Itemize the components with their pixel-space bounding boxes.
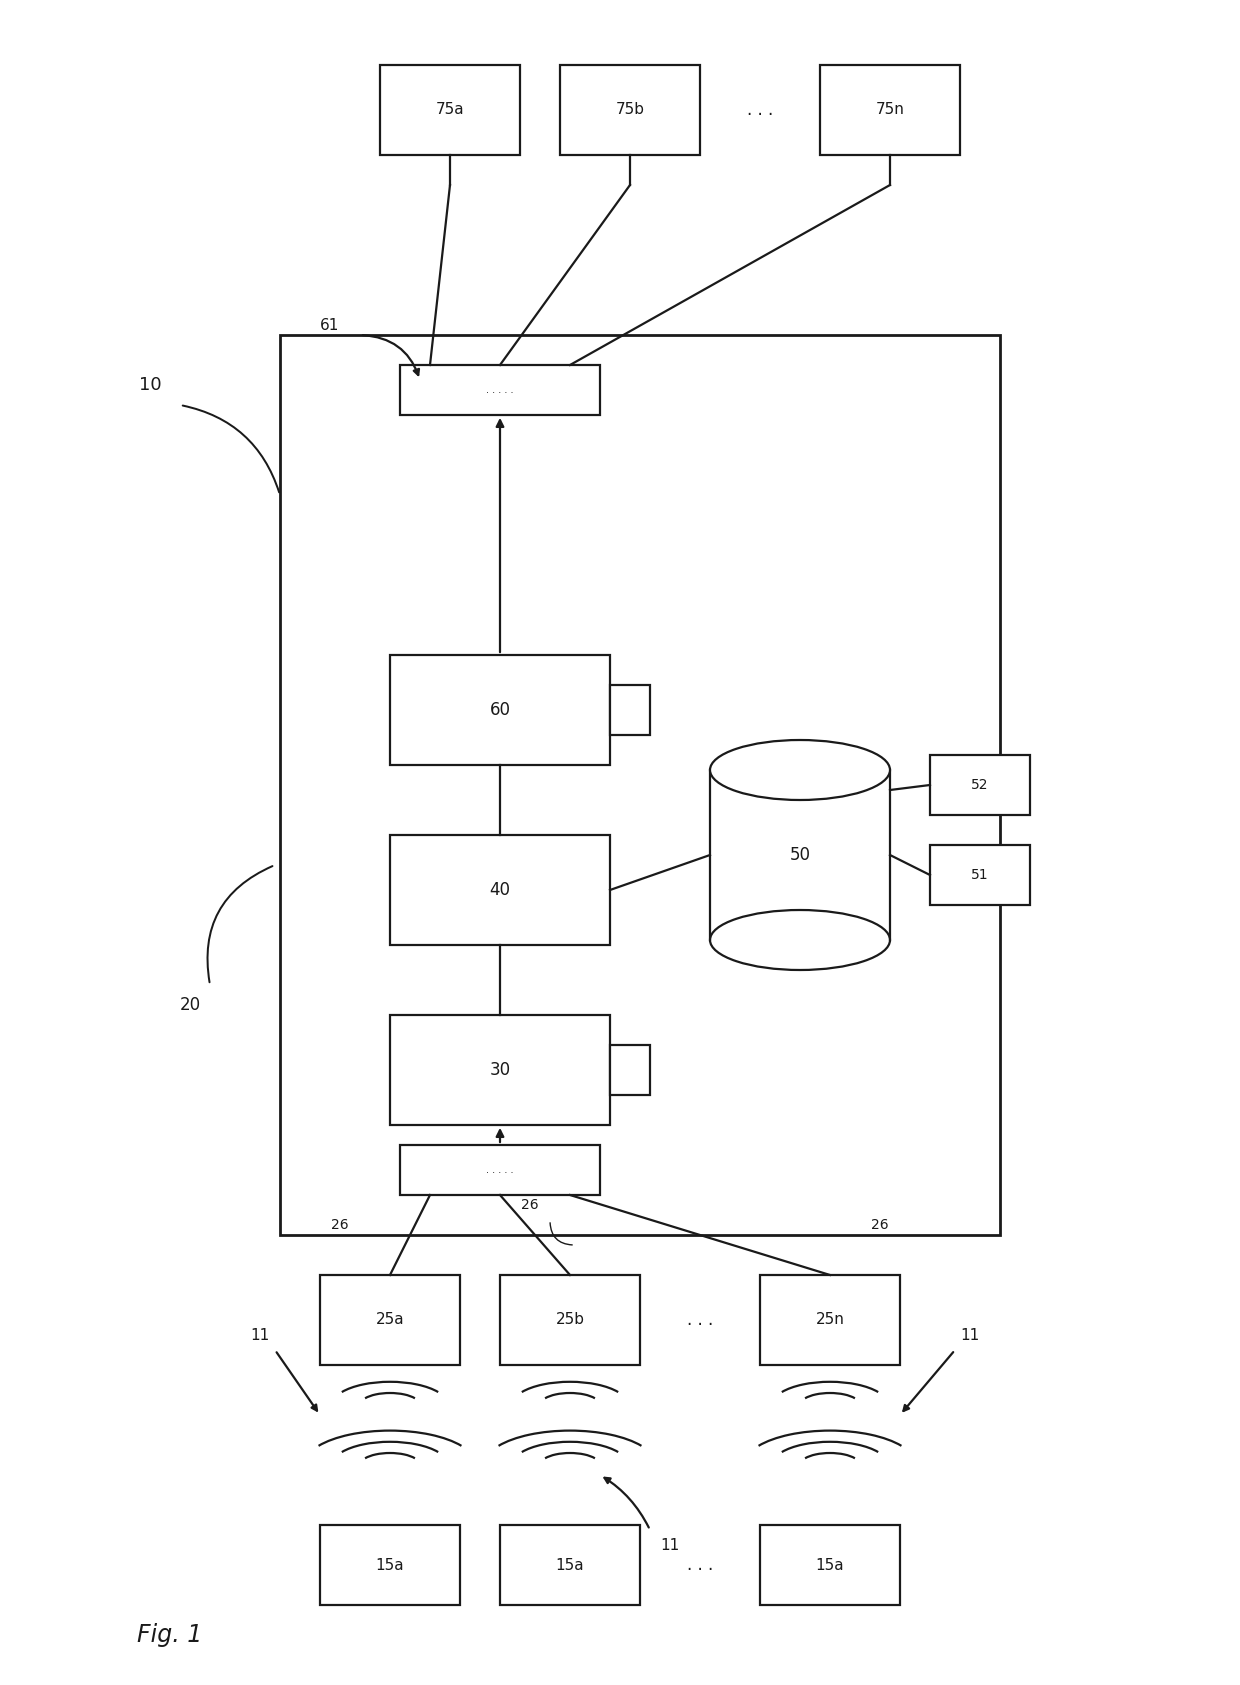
Bar <box>500 1525 640 1606</box>
Bar <box>320 1525 460 1606</box>
FancyArrowPatch shape <box>551 1223 572 1245</box>
Text: 11: 11 <box>250 1328 269 1343</box>
Bar <box>401 1146 600 1195</box>
Text: 61: 61 <box>320 317 340 332</box>
Bar <box>500 1276 640 1365</box>
Text: 11: 11 <box>661 1537 680 1552</box>
FancyArrowPatch shape <box>277 1353 317 1410</box>
Text: 25b: 25b <box>556 1313 584 1328</box>
Text: 25a: 25a <box>376 1313 404 1328</box>
Bar <box>760 1276 900 1365</box>
FancyArrowPatch shape <box>207 866 273 982</box>
FancyArrowPatch shape <box>363 335 419 376</box>
Text: 26: 26 <box>872 1218 889 1232</box>
Text: 52: 52 <box>971 778 988 792</box>
Text: 40: 40 <box>490 881 511 900</box>
FancyArrowPatch shape <box>904 1351 954 1410</box>
Text: 51: 51 <box>971 868 988 881</box>
Bar <box>930 844 1030 905</box>
Text: 10: 10 <box>139 376 161 394</box>
Text: 15a: 15a <box>556 1557 584 1572</box>
Bar <box>280 335 999 1235</box>
Text: 75b: 75b <box>615 103 645 118</box>
Bar <box>391 836 610 945</box>
Bar <box>320 1276 460 1365</box>
Text: 26: 26 <box>331 1218 348 1232</box>
Text: . . .: . . . <box>687 1311 713 1329</box>
Bar <box>760 1525 900 1606</box>
Text: 60: 60 <box>490 701 511 719</box>
Bar <box>610 1045 650 1095</box>
Text: 15a: 15a <box>816 1557 844 1572</box>
Text: . . . . .: . . . . . <box>486 384 513 394</box>
Bar <box>401 366 600 415</box>
Text: . . . . .: . . . . . <box>486 1164 513 1174</box>
Ellipse shape <box>711 910 890 971</box>
Text: 50: 50 <box>790 846 811 864</box>
Text: 20: 20 <box>180 996 201 1014</box>
Text: 15a: 15a <box>376 1557 404 1572</box>
Bar <box>379 66 520 155</box>
Text: 75n: 75n <box>875 103 904 118</box>
Text: Fig. 1: Fig. 1 <box>138 1623 202 1646</box>
Bar <box>610 686 650 735</box>
FancyArrowPatch shape <box>604 1478 649 1528</box>
Text: 26: 26 <box>521 1198 539 1212</box>
FancyArrowPatch shape <box>182 406 279 492</box>
Text: 30: 30 <box>490 1062 511 1078</box>
Bar <box>391 655 610 765</box>
Bar <box>560 66 701 155</box>
Bar <box>820 66 960 155</box>
Text: 75a: 75a <box>435 103 464 118</box>
Text: . . .: . . . <box>746 101 773 120</box>
Bar <box>391 1014 610 1126</box>
Ellipse shape <box>711 740 890 800</box>
Text: . . .: . . . <box>687 1555 713 1574</box>
Text: 11: 11 <box>960 1328 980 1343</box>
Bar <box>930 755 1030 816</box>
Text: 25n: 25n <box>816 1313 844 1328</box>
